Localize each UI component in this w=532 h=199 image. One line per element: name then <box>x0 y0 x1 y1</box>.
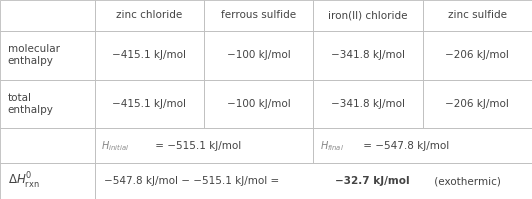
Bar <box>0 80 95 128</box>
Text: −415.1 kJ/mol: −415.1 kJ/mol <box>112 50 186 60</box>
Bar <box>95 31 204 80</box>
Text: −206 kJ/mol: −206 kJ/mol <box>445 99 509 109</box>
Bar <box>204 31 313 80</box>
Bar <box>204 80 313 128</box>
Text: −341.8 kJ/mol: −341.8 kJ/mol <box>331 50 405 60</box>
Text: −206 kJ/mol: −206 kJ/mol <box>445 50 509 60</box>
Text: zinc sulfide: zinc sulfide <box>448 10 507 20</box>
Text: iron(II) chloride: iron(II) chloride <box>328 10 408 20</box>
Text: −341.8 kJ/mol: −341.8 kJ/mol <box>331 99 405 109</box>
Text: $H_{\mathit{final}}$: $H_{\mathit{final}}$ <box>320 139 344 153</box>
Text: $H_{\mathit{initial}}$: $H_{\mathit{initial}}$ <box>101 139 129 153</box>
Text: total
enthalpy: total enthalpy <box>7 93 53 115</box>
Text: (exothermic): (exothermic) <box>431 176 501 186</box>
Bar <box>313 80 422 128</box>
Text: molecular
enthalpy: molecular enthalpy <box>7 44 60 66</box>
Text: = −547.8 kJ/mol: = −547.8 kJ/mol <box>360 141 449 151</box>
Bar <box>422 80 532 128</box>
Bar <box>313 0 422 31</box>
Text: $\Delta H^0_{\mathrm{rxn}}$: $\Delta H^0_{\mathrm{rxn}}$ <box>7 171 39 191</box>
Bar <box>422 0 532 31</box>
Text: −547.8 kJ/mol − −515.1 kJ/mol =: −547.8 kJ/mol − −515.1 kJ/mol = <box>104 176 283 186</box>
Text: −415.1 kJ/mol: −415.1 kJ/mol <box>112 99 186 109</box>
Bar <box>0 0 95 31</box>
Text: −100 kJ/mol: −100 kJ/mol <box>227 50 290 60</box>
Bar <box>0 128 95 163</box>
Text: −32.7 kJ/mol: −32.7 kJ/mol <box>335 176 409 186</box>
Bar <box>95 128 313 163</box>
Bar <box>422 31 532 80</box>
Bar <box>0 163 95 199</box>
Text: zinc chloride: zinc chloride <box>116 10 182 20</box>
Text: = −515.1 kJ/mol: = −515.1 kJ/mol <box>152 141 241 151</box>
Text: −100 kJ/mol: −100 kJ/mol <box>227 99 290 109</box>
Bar <box>313 31 422 80</box>
Bar <box>95 163 532 199</box>
Bar <box>204 0 313 31</box>
Text: ferrous sulfide: ferrous sulfide <box>221 10 296 20</box>
Bar <box>0 31 95 80</box>
Bar <box>313 128 532 163</box>
Bar <box>95 80 204 128</box>
Bar <box>95 0 204 31</box>
